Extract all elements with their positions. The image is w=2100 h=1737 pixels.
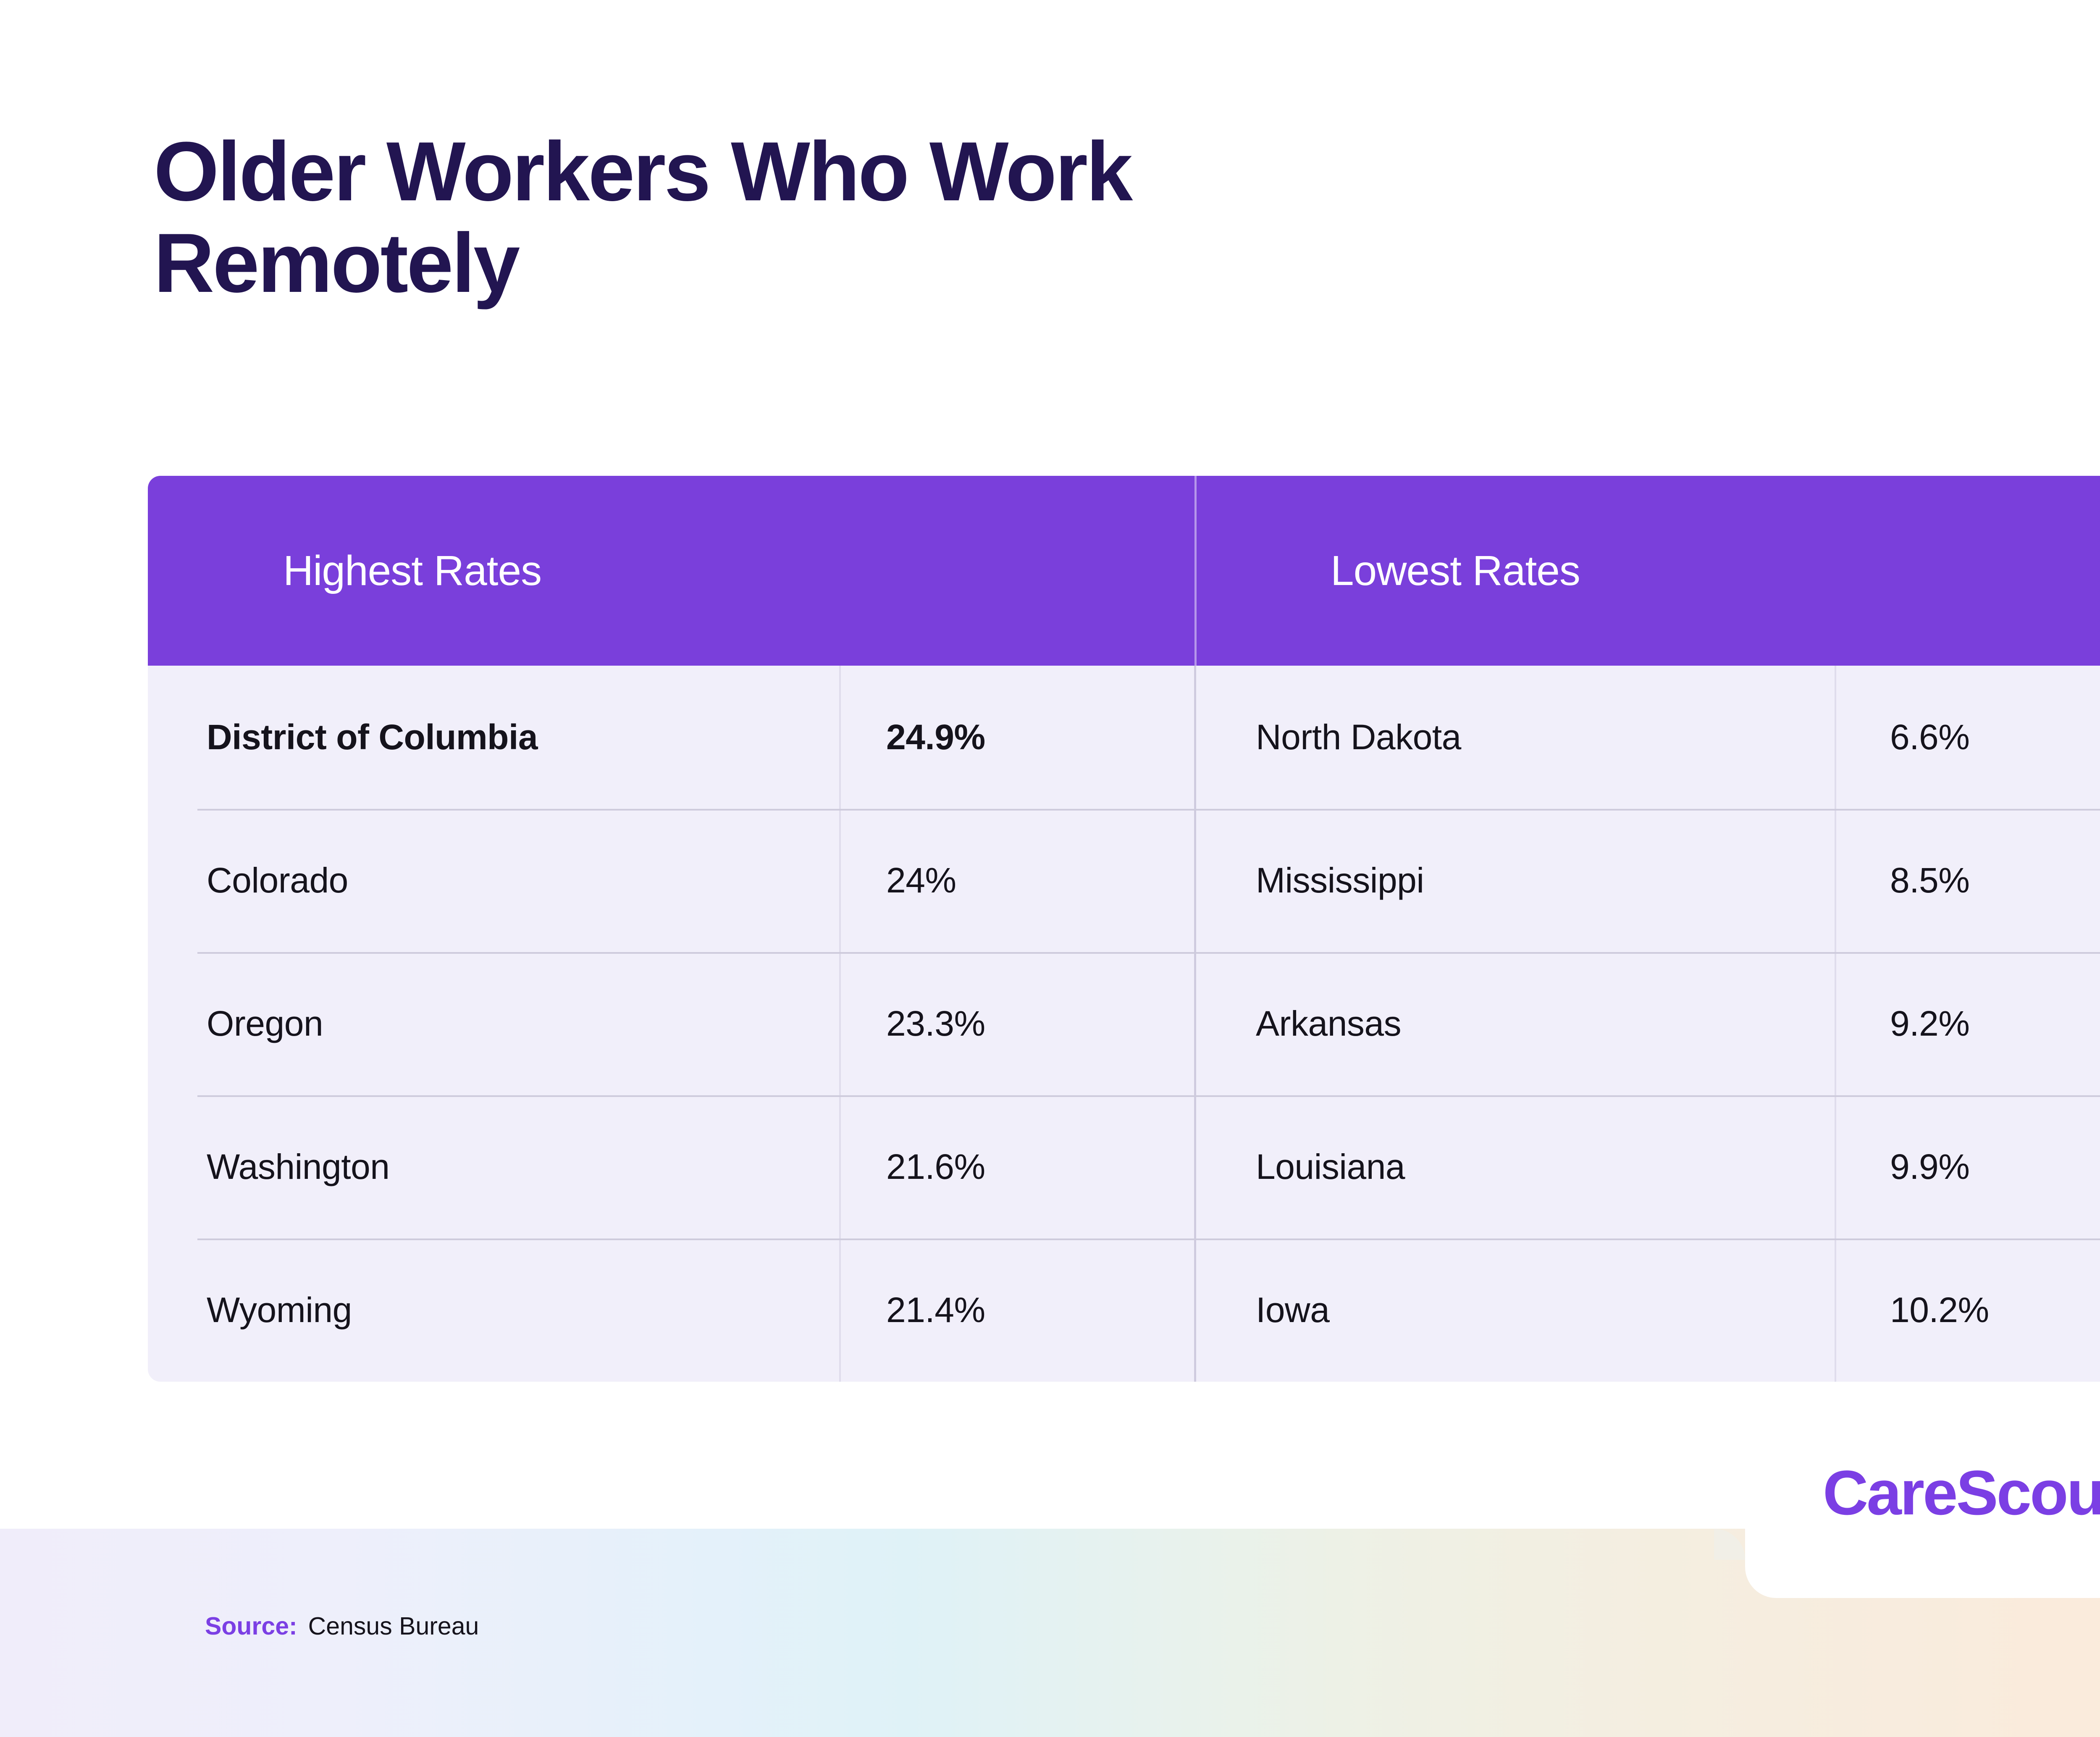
cell-highest-state: Wyoming [207,1290,352,1330]
column-header-highest-rates: Highest Rates [283,547,542,594]
table-row: Oregon 23.3% Arkansas 9.2% [148,952,2100,1095]
cell-lowest-state: Mississippi [1256,861,1424,900]
carescout-wordmark: CareScout [1823,1457,2100,1528]
page-title: Older Workers Who Work Remotely [154,125,1133,310]
table-row: Washington 21.6% Louisiana 9.9% [148,1095,2100,1238]
cell-lowest-rate: 9.9% [1890,1147,1970,1186]
cell-lowest-rate: 10.2% [1890,1290,1989,1330]
source-attribution: Source: Census Bureau [205,1612,479,1640]
table-header-row: Highest Rates Lowest Rates [148,476,2100,666]
cell-highest-state: Colorado [207,861,348,900]
source-label: Source: [205,1612,297,1640]
table-row: District of Columbia 24.9% North Dakota … [148,666,2100,809]
cell-highest-rate: 21.4% [886,1290,985,1330]
cell-highest-rate: 21.6% [886,1147,985,1186]
cell-lowest-state: North Dakota [1256,717,1461,757]
cell-highest-state: District of Columbia [207,717,538,757]
rates-table: Highest Rates Lowest Rates District of C… [148,476,2100,1382]
cell-lowest-rate: 6.6% [1890,717,1970,757]
cell-lowest-rate: 9.2% [1890,1004,1970,1043]
column-header-lowest-rates: Lowest Rates [1331,547,1580,594]
cell-highest-rate: 24% [886,861,956,900]
row-divider [197,952,2100,954]
cell-highest-rate: 24.9% [886,717,985,757]
source-value: Census Bureau [308,1612,479,1640]
table-body: District of Columbia 24.9% North Dakota … [148,666,2100,1382]
cell-highest-state: Washington [207,1147,390,1186]
logo-notch [1714,1487,2100,1598]
cell-lowest-state: Arkansas [1256,1004,1402,1043]
row-divider [197,809,2100,811]
row-divider [197,1095,2100,1097]
table-row: Colorado 24% Mississippi 8.5% [148,809,2100,952]
table-row: Wyoming 21.4% Iowa 10.2% [148,1238,2100,1382]
cell-lowest-state: Iowa [1256,1290,1330,1330]
row-divider [197,1238,2100,1240]
cell-highest-rate: 23.3% [886,1004,985,1043]
cell-lowest-rate: 8.5% [1890,861,1970,900]
cell-lowest-state: Louisiana [1256,1147,1405,1186]
cell-highest-state: Oregon [207,1004,323,1043]
carescout-logo: CareScout® [1823,1456,2100,1529]
header-column-divider [1194,476,1197,666]
